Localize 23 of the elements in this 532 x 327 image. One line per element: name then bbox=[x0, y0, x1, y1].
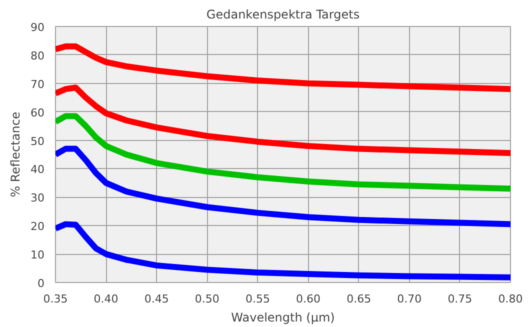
x-tick-label: 0.50 bbox=[194, 292, 220, 306]
x-tick-label: 0.70 bbox=[397, 292, 422, 306]
y-tick-label: 10 bbox=[30, 248, 45, 262]
y-tick-label: 30 bbox=[30, 192, 45, 205]
x-tick-label: 0.45 bbox=[144, 292, 169, 306]
x-tick-label: 0.80 bbox=[498, 292, 523, 306]
x-axis-title: Wavelength (µm) bbox=[231, 310, 335, 324]
y-tick-label: 70 bbox=[30, 78, 45, 91]
y-tick-label: 50 bbox=[30, 134, 45, 148]
y-tick-label: 40 bbox=[30, 163, 45, 176]
x-tick-label: 0.55 bbox=[245, 292, 270, 306]
y-tick-label: 0 bbox=[38, 277, 44, 290]
y-axis-title: % Reflectance bbox=[8, 112, 23, 198]
x-tick-label: 0.35 bbox=[43, 292, 68, 306]
y-tick-label: 80 bbox=[30, 49, 45, 62]
y-tick-label: 60 bbox=[30, 106, 45, 120]
chart-title: Gedankenspektra Targets bbox=[206, 8, 360, 22]
x-tick-label: 0.60 bbox=[296, 292, 321, 306]
x-tick-label: 0.75 bbox=[448, 292, 472, 306]
x-tick-label: 0.40 bbox=[94, 292, 118, 306]
y-tick-label: 90 bbox=[30, 21, 45, 34]
x-tick-label: 0.65 bbox=[346, 292, 372, 306]
y-tick-label: 20 bbox=[30, 220, 45, 234]
